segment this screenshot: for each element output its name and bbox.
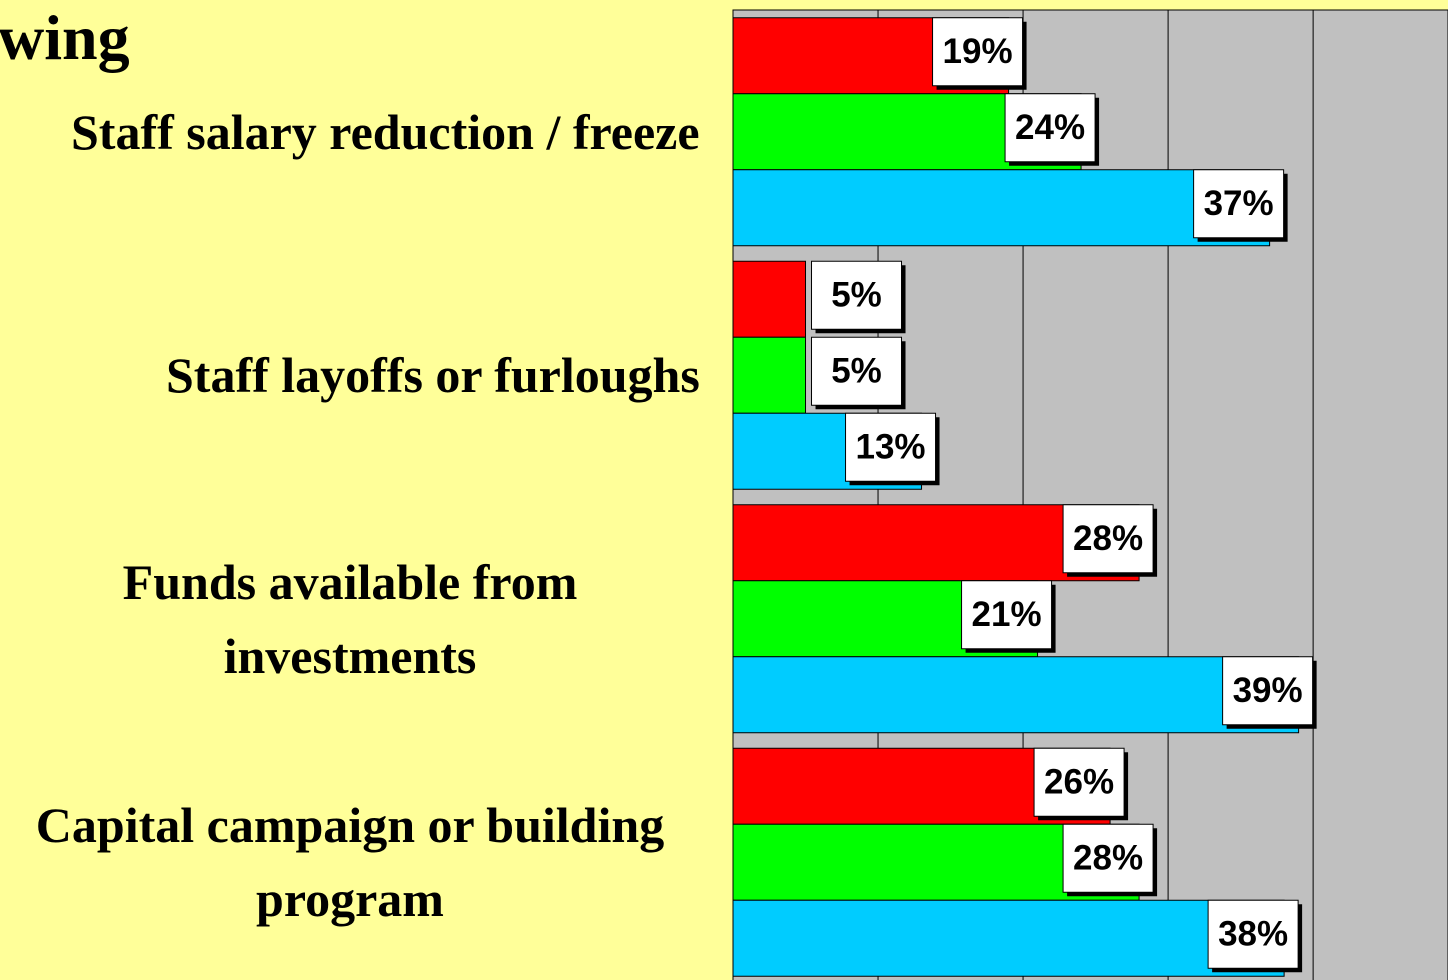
label-box [1062, 823, 1154, 893]
value-label: 21% [972, 595, 1042, 634]
value-label: 39% [1233, 671, 1303, 710]
label-box [961, 580, 1053, 650]
bar [732, 656, 1300, 734]
value-label: 28% [1073, 519, 1143, 558]
value-label: 38% [1218, 915, 1288, 954]
value-label: 26% [1044, 763, 1114, 802]
value-label: 5% [831, 276, 882, 315]
value-label: 28% [1073, 839, 1143, 878]
value-label: 24% [1015, 108, 1085, 147]
label-box [1062, 504, 1154, 574]
bar [732, 336, 807, 414]
bar [732, 169, 1271, 247]
bar [732, 260, 807, 338]
value-label: 37% [1204, 184, 1274, 223]
category-label: Capital campaign or building program [35, 797, 665, 928]
label-box [1033, 747, 1125, 817]
label-box [932, 17, 1024, 87]
category-label: Staff layoffs or furloughs [166, 347, 700, 404]
label-box [1004, 93, 1096, 163]
label-box [811, 336, 903, 406]
label-box [845, 412, 937, 482]
label-box [1207, 899, 1299, 969]
category-label: Funds available from investments [122, 553, 578, 684]
label-box [1193, 169, 1285, 239]
value-label: 19% [943, 32, 1013, 71]
value-label: 13% [856, 428, 926, 467]
chart-title: wing [0, 2, 130, 73]
bar [732, 899, 1285, 977]
label-box [1222, 656, 1314, 726]
label-box [811, 260, 903, 330]
category-label: Staff salary reduction / freeze [71, 103, 700, 160]
value-label: 5% [831, 352, 882, 391]
